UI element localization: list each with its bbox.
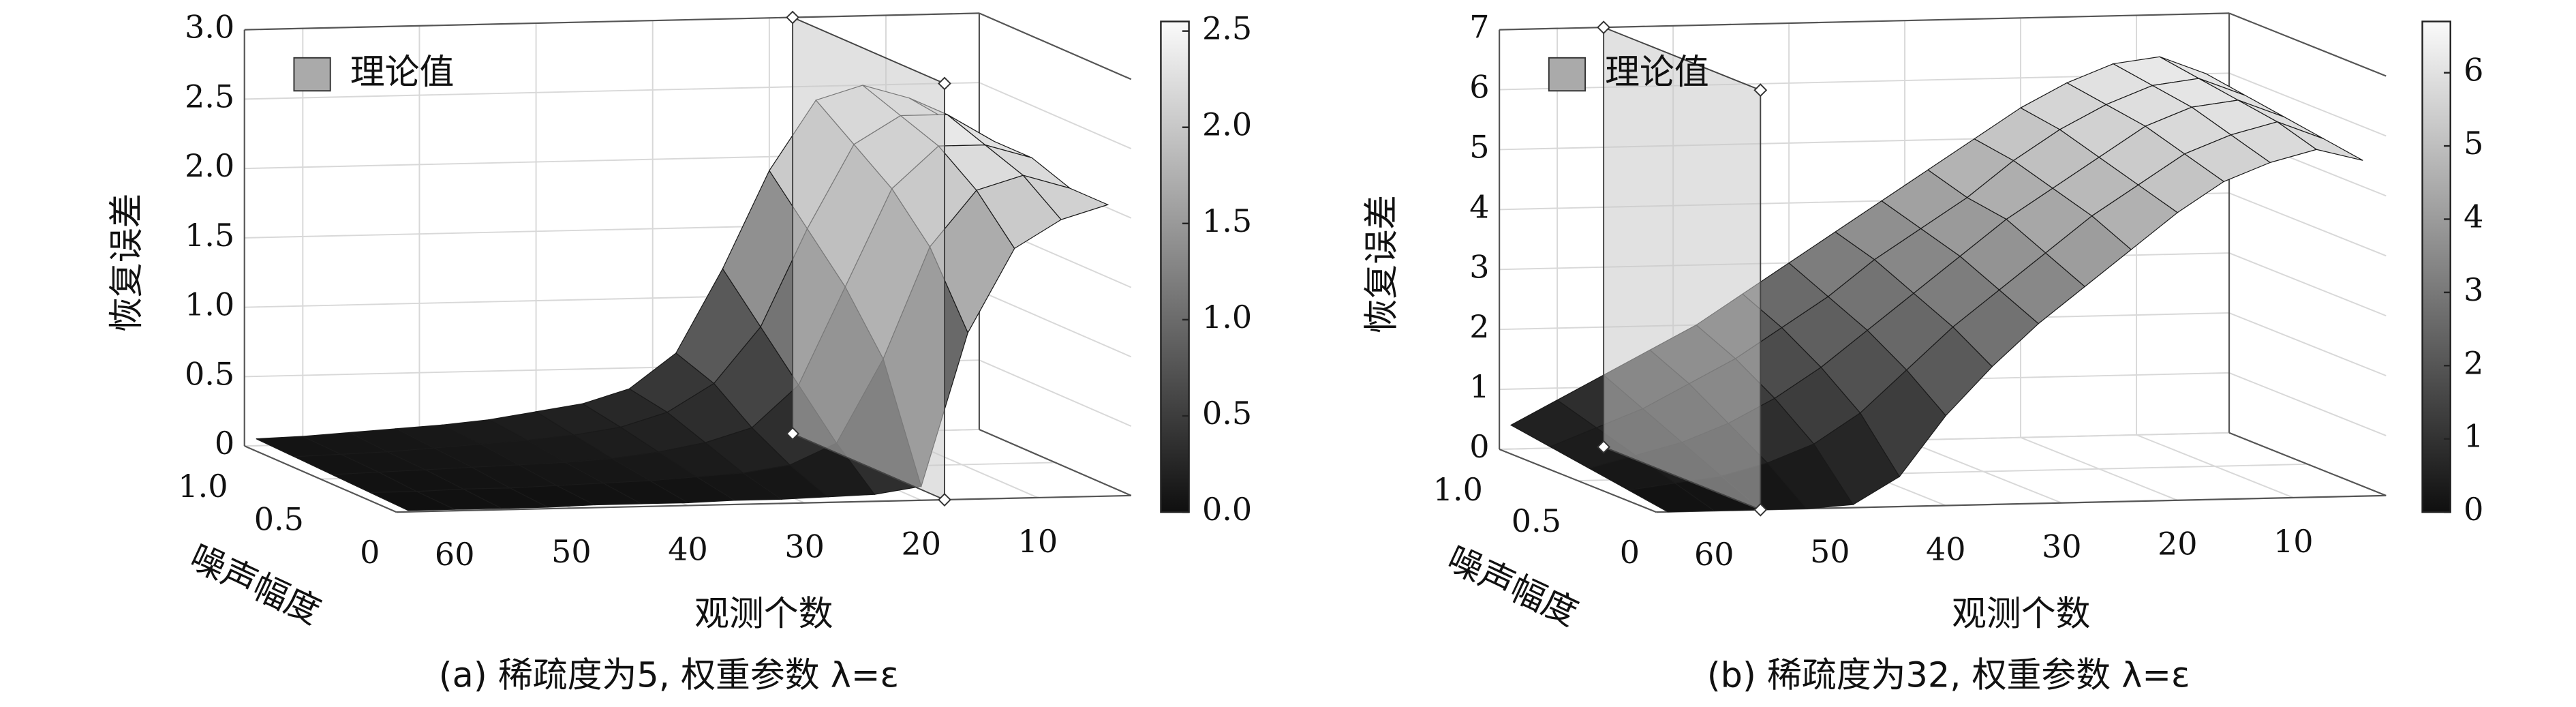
y-tick-label: 0.5 — [254, 501, 304, 538]
colorbar-tick-label: 1.5 — [1202, 202, 1252, 239]
y-axis-label: 噪声幅度 — [184, 537, 326, 631]
axis-edge — [2228, 432, 2387, 496]
z-tick-label: 1 — [1469, 368, 1489, 405]
colorbar — [2421, 20, 2451, 513]
surface-patch — [2277, 121, 2363, 161]
colorbar-tick-label: 3 — [2464, 271, 2483, 308]
axis-edge — [2228, 12, 2387, 77]
x-axis-label: 观测个数 — [1952, 594, 2091, 634]
y-axis-label: 噪声幅度 — [1441, 539, 1584, 633]
colorbar — [1160, 20, 1190, 513]
x-tick-label: 30 — [784, 528, 825, 565]
axis-edge — [396, 494, 1131, 513]
theory-plane-corner — [1753, 83, 1768, 97]
z-grid-line — [2228, 252, 2387, 317]
colorbar-tick-label: 0.5 — [1202, 395, 1252, 432]
y-tick-label: 1.0 — [1433, 471, 1483, 508]
x-tick-label: 10 — [1018, 523, 1058, 560]
x-tick-label: 10 — [2273, 523, 2314, 560]
colorbar-tick-label: 4 — [2464, 198, 2483, 235]
z-axis-label: 恢复误差 — [1362, 195, 1402, 334]
theory-plane-corner — [786, 427, 800, 441]
colorbar-tick-label: 2.5 — [1202, 10, 1252, 47]
z-grid-line — [2228, 312, 2387, 376]
colorbar-tick-label: 2 — [2464, 344, 2483, 381]
z-tick-label: 1.0 — [185, 286, 234, 323]
z-tick-label: 3 — [1469, 248, 1489, 285]
axis-edge — [979, 12, 1132, 80]
y-tick-label: 0.5 — [1512, 502, 1561, 539]
z-grid-line — [2228, 192, 2387, 257]
x-tick-label: 20 — [2158, 526, 2198, 562]
colorbar-tick-label: 1 — [2464, 418, 2483, 455]
theory-plane — [792, 16, 945, 501]
z-tick-label: 3.0 — [185, 9, 234, 46]
theory-plane-corner — [1597, 20, 1611, 35]
z-axis-label: 恢复误差 — [106, 193, 147, 332]
z-tick-label: 0.5 — [185, 355, 234, 392]
caption: (b) 稀疏度为32, 权重参数 λ=ε — [1707, 655, 2190, 695]
colorbar-tick-label: 2.0 — [1202, 106, 1252, 143]
z-grid-line — [979, 82, 1132, 149]
theory-plane-corner — [938, 493, 951, 507]
legend-swatch — [293, 57, 331, 92]
axis-edge — [244, 445, 397, 513]
legend-label: 理论值 — [350, 52, 455, 92]
z-grid-line — [2228, 372, 2387, 436]
z-tick-label: 4 — [1469, 188, 1489, 225]
x-tick-label: 20 — [901, 526, 941, 562]
chart: 0 0.5 1.0 1.5 2.0 2.5 3.0 60 50 40 30 20 10 1.0 0.5 0 理论… — [106, 9, 1252, 695]
legend-swatch — [1548, 57, 1586, 92]
y-tick-label: 1.0 — [178, 468, 228, 505]
caption: (a) 稀疏度为5, 权重参数 λ=ε — [439, 655, 899, 695]
z-tick-label: 0 — [1469, 428, 1489, 465]
z-tick-label: 6 — [1469, 69, 1489, 106]
axis-edge — [979, 428, 1132, 496]
z-tick-label: 0 — [215, 425, 234, 462]
z-tick-label: 5 — [1469, 128, 1489, 165]
axis-edge — [1499, 12, 2230, 31]
y-tick-label: 0 — [1620, 534, 1640, 571]
z-tick-label: 7 — [1469, 9, 1489, 46]
legend-label: 理论值 — [1605, 52, 1709, 92]
x-axis-label: 观测个数 — [694, 594, 833, 634]
x-tick-label: 40 — [1926, 530, 1966, 567]
x-tick-label: 50 — [1810, 533, 1850, 570]
z-grid-line — [979, 359, 1132, 427]
colorbar-tick-label: 1.0 — [1202, 299, 1252, 335]
colorbar-tick-label: 6 — [2464, 52, 2483, 89]
z-tick-label: 2 — [1469, 308, 1489, 345]
theory-plane-corner — [1753, 502, 1768, 517]
colorbar-tick-label: 0.0 — [1202, 491, 1252, 528]
theory-plane-corner — [1597, 440, 1611, 454]
x-tick-label: 60 — [435, 536, 475, 573]
theory-plane — [1603, 26, 1762, 511]
axis-edge — [1499, 449, 1657, 513]
theory-plane-corner — [938, 76, 951, 91]
z-tick-label: 2.0 — [185, 147, 234, 184]
z-tick-label: 2.5 — [185, 78, 234, 115]
x-tick-label: 40 — [668, 530, 708, 567]
y-tick-label: 0 — [360, 534, 380, 571]
z-grid-line — [979, 290, 1132, 358]
colorbar-tick-label: 5 — [2464, 125, 2483, 162]
z-tick-label: 1.5 — [185, 217, 234, 254]
colorbar-tick-label: 0 — [2464, 491, 2483, 528]
z-grid-line — [2228, 72, 2387, 137]
x-tick-label: 50 — [551, 533, 592, 570]
axis-edge — [244, 12, 979, 31]
x-tick-label: 60 — [1694, 536, 1734, 573]
theory-plane-corner — [786, 10, 800, 25]
surface-patch — [1022, 175, 1109, 220]
x-tick-label: 30 — [2042, 528, 2082, 565]
